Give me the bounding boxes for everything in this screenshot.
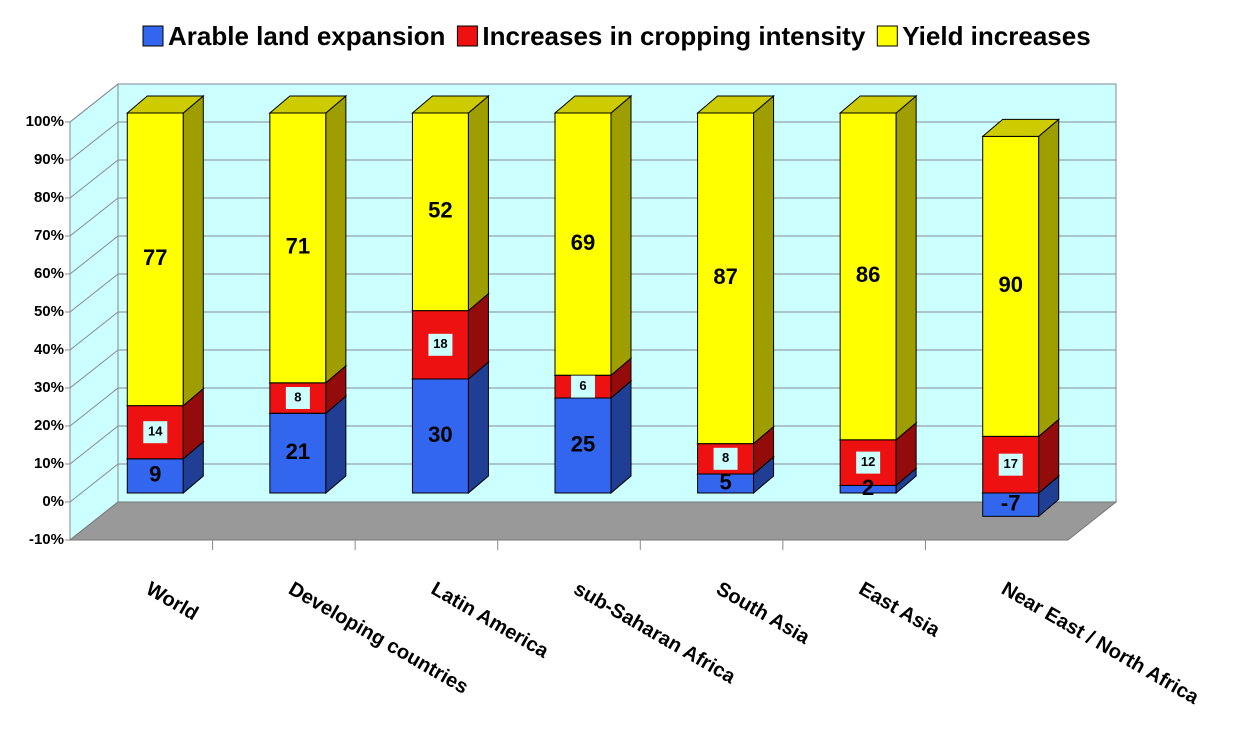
value-label: 2 — [862, 475, 874, 500]
legend-label: Increases in cropping intensity — [482, 21, 865, 51]
value-label: 17 — [1003, 456, 1017, 471]
value-label-box — [143, 421, 168, 444]
grid-line — [69, 121, 119, 161]
value-label: 21 — [286, 439, 310, 464]
x-tick-label: East Asia — [855, 578, 944, 642]
value-label-box — [285, 387, 310, 409]
bar — [269, 112, 327, 384]
y-tick-label: 10% — [34, 455, 64, 472]
bar-side — [610, 379, 632, 495]
bar-top — [838, 95, 918, 114]
bar-side — [325, 94, 347, 384]
legend-swatch — [142, 25, 164, 47]
bar — [411, 378, 469, 494]
value-label: 77 — [143, 245, 167, 270]
bar-top — [125, 95, 205, 114]
value-label: 52 — [428, 198, 452, 223]
x-tick-label: Near East / North Africa — [998, 578, 1204, 709]
bar-side — [753, 94, 775, 445]
bar — [126, 112, 184, 407]
y-tick-label: 70% — [34, 227, 64, 244]
value-label: 6 — [579, 378, 586, 393]
value-label: 12 — [861, 454, 875, 469]
bar-side — [467, 360, 489, 495]
value-label: 90 — [998, 272, 1022, 297]
grid-line — [69, 311, 119, 351]
value-label-box — [713, 447, 738, 470]
value-label: 18 — [433, 336, 447, 351]
bar-top — [553, 95, 633, 114]
y-tick-label: 60% — [34, 265, 64, 282]
grid-line — [69, 197, 119, 237]
value-label: 86 — [856, 262, 880, 287]
value-label: 87 — [713, 264, 737, 289]
bar-side — [895, 94, 917, 441]
bar-top — [411, 95, 490, 114]
bar — [126, 458, 184, 494]
bar-side — [1038, 118, 1060, 438]
value-label: -7 — [1001, 490, 1021, 515]
x-tick-label: South Asia — [712, 578, 814, 649]
floor — [68, 501, 1118, 541]
value-label: 71 — [286, 234, 310, 259]
value-label-box — [571, 375, 595, 398]
legend-swatch — [876, 25, 898, 47]
y-tick-label: 50% — [34, 303, 64, 320]
y-tick-label: 0% — [42, 493, 64, 510]
x-tick-label: World — [142, 578, 202, 625]
y-tick-label: 100% — [26, 113, 64, 130]
y-tick-label: -10% — [29, 531, 64, 548]
bar — [697, 112, 755, 445]
y-tick-label: 20% — [34, 417, 64, 434]
bar-side — [467, 94, 489, 312]
value-label: 8 — [294, 389, 301, 404]
y-tick-label: 30% — [34, 379, 64, 396]
value-label: 8 — [722, 450, 729, 465]
grid-line — [69, 425, 119, 465]
y-tick-label: 80% — [34, 189, 64, 206]
legend-label: Yield increases — [902, 21, 1090, 51]
bar-side — [610, 94, 632, 377]
grid-line — [69, 273, 119, 313]
y-tick-label: 40% — [34, 341, 64, 358]
grid-line — [69, 387, 119, 427]
value-label: 5 — [719, 469, 731, 494]
value-label: 9 — [149, 462, 161, 487]
bar-top — [981, 118, 1061, 137]
value-label: 69 — [571, 230, 595, 255]
bar-top — [268, 95, 348, 114]
bar — [839, 112, 897, 441]
y-tick-label: 90% — [34, 151, 64, 168]
bar — [554, 397, 612, 494]
value-label-box — [856, 451, 881, 474]
bar-top — [696, 95, 775, 114]
value-label: 30 — [428, 422, 452, 447]
bar-side — [182, 94, 204, 407]
grid-line — [69, 159, 119, 199]
grid-line — [69, 463, 119, 503]
grid-line — [69, 349, 119, 389]
x-tick-label: Latin America — [427, 578, 553, 663]
legend-swatch — [456, 25, 478, 47]
value-label: 14 — [148, 424, 163, 439]
value-label-box — [428, 333, 453, 356]
grid-line — [69, 235, 119, 275]
value-label: 25 — [571, 431, 595, 456]
grid-line — [69, 83, 119, 123]
bar — [269, 412, 327, 494]
legend-label: Arable land expansion — [168, 21, 445, 51]
value-label-box — [998, 453, 1023, 476]
side-wall — [69, 82, 119, 542]
